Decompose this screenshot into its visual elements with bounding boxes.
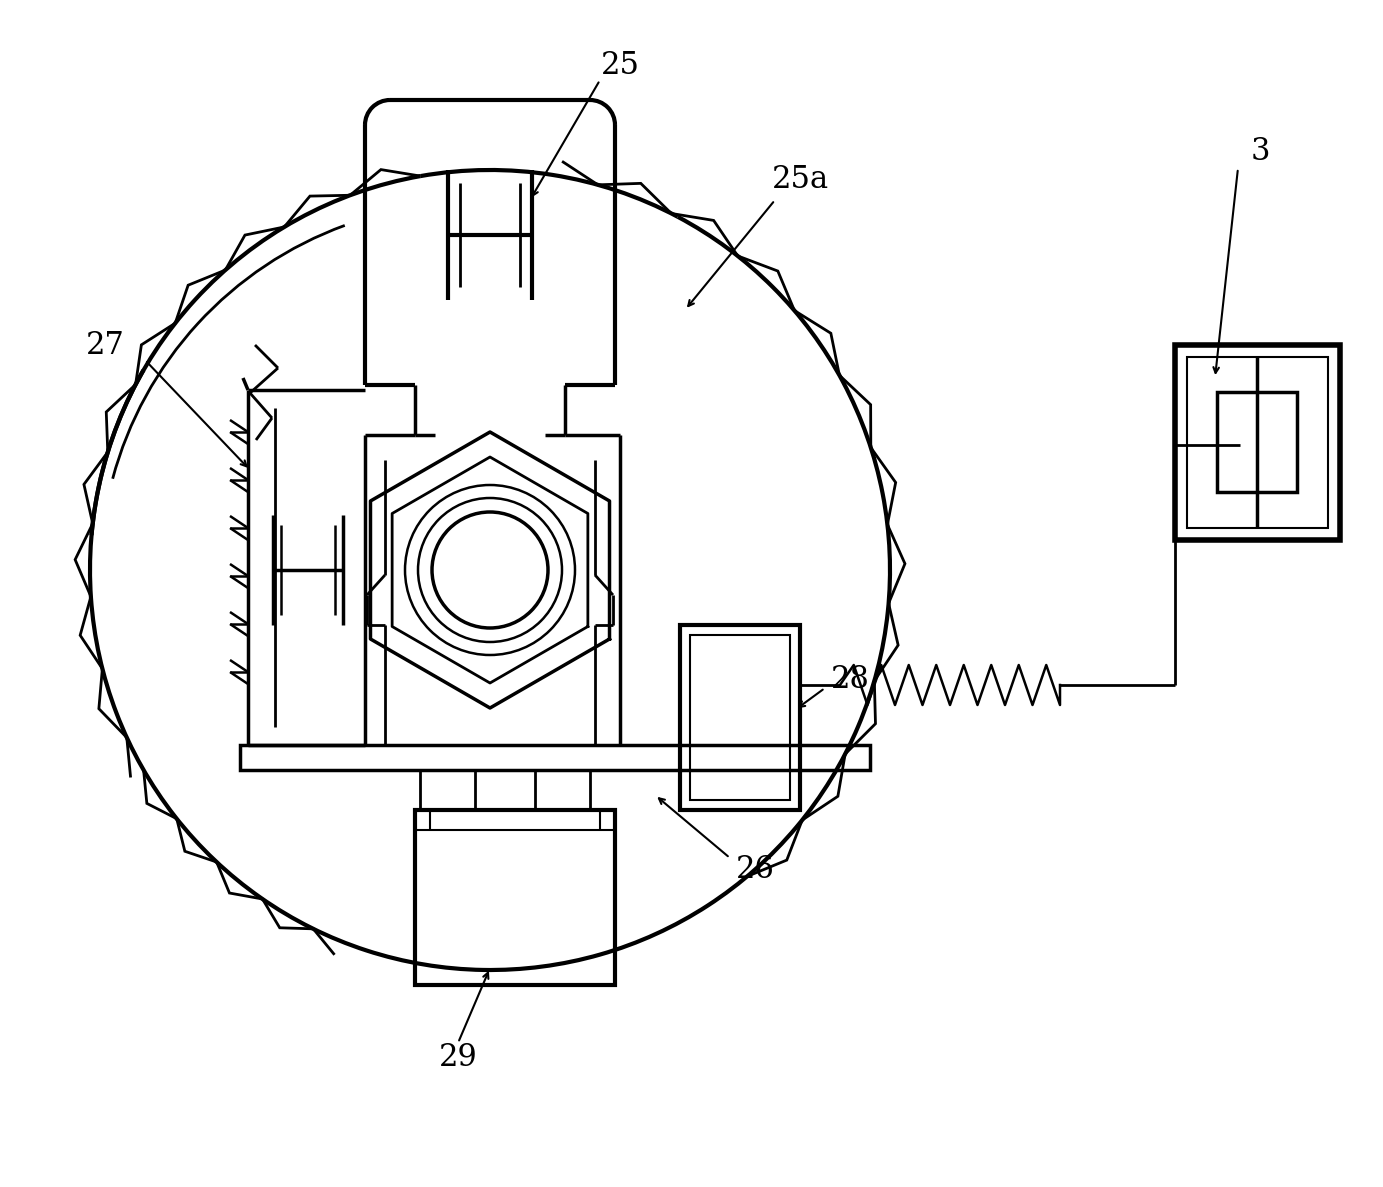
Bar [420, 770, 474, 810]
Text: 3: 3 [1250, 137, 1270, 167]
Text: 28: 28 [831, 665, 870, 696]
Text: 25a: 25a [772, 165, 828, 196]
Text: 25: 25 [600, 50, 639, 81]
Text: 27: 27 [86, 330, 124, 361]
Bar [690, 635, 790, 800]
Bar [1217, 392, 1297, 491]
Bar [1187, 357, 1328, 528]
Bar [1176, 345, 1340, 540]
Text: 26: 26 [736, 855, 774, 886]
Text: 29: 29 [438, 1042, 477, 1073]
Bar [680, 626, 799, 810]
Bar [535, 770, 591, 810]
Bar [241, 745, 870, 770]
Bar [415, 810, 615, 985]
